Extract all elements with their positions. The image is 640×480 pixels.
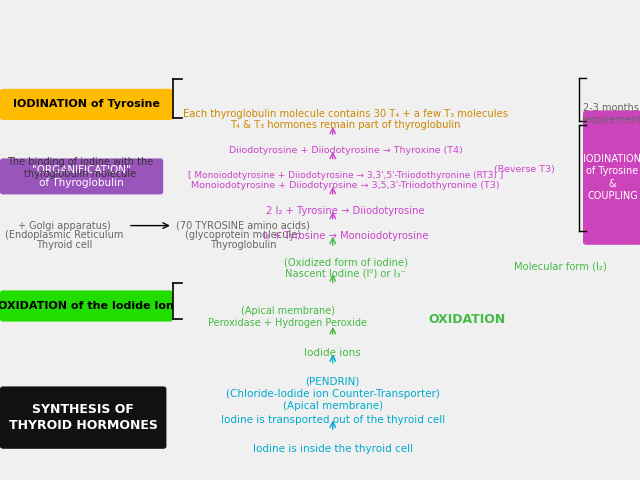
Text: T₄ & T₃ hormones remain part of thyroglobulin: T₄ & T₃ hormones remain part of thyroglo… — [230, 120, 461, 130]
Text: Iodide ions: Iodide ions — [305, 348, 361, 358]
Text: (PENDRIN): (PENDRIN) — [306, 377, 360, 387]
Text: 2-3 months
requirement: 2-3 months requirement — [581, 103, 640, 125]
FancyBboxPatch shape — [583, 110, 640, 245]
Text: (70 TYROSINE amino acids): (70 TYROSINE amino acids) — [176, 221, 310, 231]
Text: "ORGANIFICATION"
of Thyroglobulin: "ORGANIFICATION" of Thyroglobulin — [32, 165, 131, 188]
Text: Molecular form (I₂): Molecular form (I₂) — [514, 262, 606, 272]
Text: [ Monoiodotyrosine + Diiodotyrosine → 3,3',5'-Triiodothyronine (RT3) ]: [ Monoiodotyrosine + Diiodotyrosine → 3,… — [188, 171, 503, 180]
Text: (glycoprotein molecule): (glycoprotein molecule) — [185, 230, 301, 240]
Text: Iodine is transported out of the thyroid cell: Iodine is transported out of the thyroid… — [221, 415, 445, 425]
Text: (Chloride-Iodide ion Counter-Transporter): (Chloride-Iodide ion Counter-Transporter… — [226, 389, 440, 399]
Text: OXIDATION: OXIDATION — [429, 313, 506, 326]
Text: + Golgi apparatus): + Golgi apparatus) — [18, 221, 110, 231]
Text: (Endoplasmic Reticulum: (Endoplasmic Reticulum — [5, 230, 123, 240]
Text: Iodine is inside the thyroid cell: Iodine is inside the thyroid cell — [253, 444, 413, 454]
Text: 2 I₂ + Tyrosine → Diiodotyrosine: 2 I₂ + Tyrosine → Diiodotyrosine — [266, 206, 425, 216]
Text: Monoiodotyrosine + Diiodotyrosine → 3,5,3'-Triiodothyronine (T3): Monoiodotyrosine + Diiodotyrosine → 3,5,… — [191, 181, 500, 191]
Text: Thyroid cell: Thyroid cell — [36, 240, 92, 250]
FancyBboxPatch shape — [0, 386, 166, 449]
Text: (Apical membrane): (Apical membrane) — [283, 401, 383, 411]
Text: Peroxidase + Hydrogen Peroxide: Peroxidase + Hydrogen Peroxide — [209, 318, 367, 328]
Text: OXIDATION of the Iodide Ion: OXIDATION of the Iodide Ion — [0, 301, 174, 311]
FancyBboxPatch shape — [0, 158, 163, 194]
Text: (Reverse T3): (Reverse T3) — [494, 165, 556, 174]
FancyBboxPatch shape — [0, 290, 173, 322]
Text: Diiodotyrosine + Diiodotyrosine → Thyroxine (T4): Diiodotyrosine + Diiodotyrosine → Thyrox… — [228, 146, 463, 156]
Text: (Oxidized form of iodine): (Oxidized form of iodine) — [284, 258, 408, 268]
Text: IODINATION
of Tyrosine
&
COUPLING: IODINATION of Tyrosine & COUPLING — [584, 154, 640, 201]
Text: Thyroglobulin: Thyroglobulin — [210, 240, 276, 250]
Text: IODINATION of Tyrosine: IODINATION of Tyrosine — [13, 99, 160, 109]
Text: (Apical membrane): (Apical membrane) — [241, 306, 335, 316]
Text: Nascent Iodine (I⁰) or I₃⁻: Nascent Iodine (I⁰) or I₃⁻ — [285, 269, 406, 279]
Text: I₂ + Tyrosine → Monoiodotyrosine: I₂ + Tyrosine → Monoiodotyrosine — [263, 231, 428, 241]
FancyBboxPatch shape — [0, 89, 173, 120]
Text: SYNTHESIS OF
THYROID HORMONES: SYNTHESIS OF THYROID HORMONES — [9, 403, 157, 432]
Text: Each thyroglobulin molecule contains 30 T₄ + a few T₃ molecules: Each thyroglobulin molecule contains 30 … — [183, 109, 508, 119]
Text: The binding of iodine with the
thyroglobulin molecule: The binding of iodine with the thyroglob… — [7, 157, 153, 179]
